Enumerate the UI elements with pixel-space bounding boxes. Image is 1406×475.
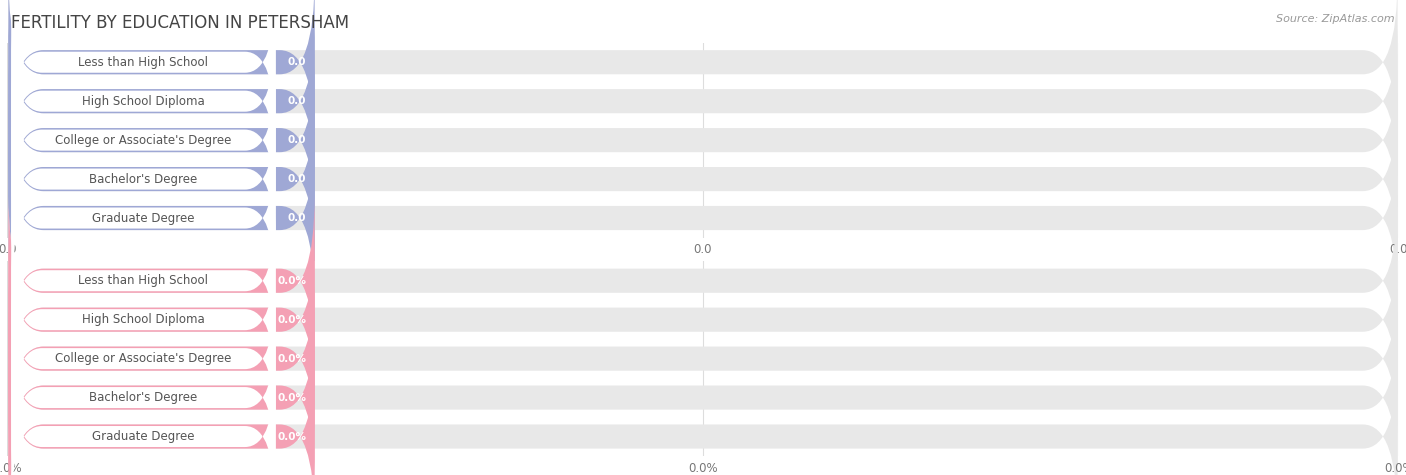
Text: College or Associate's Degree: College or Associate's Degree	[55, 133, 232, 147]
FancyBboxPatch shape	[8, 133, 1398, 304]
Text: 0.0: 0.0	[288, 135, 307, 145]
Text: 0.0%: 0.0%	[277, 314, 307, 325]
FancyBboxPatch shape	[8, 16, 1398, 187]
FancyBboxPatch shape	[11, 284, 276, 434]
FancyBboxPatch shape	[8, 16, 315, 187]
FancyBboxPatch shape	[11, 65, 276, 215]
FancyBboxPatch shape	[8, 351, 315, 475]
FancyBboxPatch shape	[8, 94, 315, 265]
FancyBboxPatch shape	[8, 312, 1398, 475]
Text: College or Associate's Degree: College or Associate's Degree	[55, 352, 232, 365]
FancyBboxPatch shape	[11, 361, 276, 475]
Text: 0.0: 0.0	[288, 57, 307, 67]
Text: FERTILITY BY EDUCATION IN PETERSHAM: FERTILITY BY EDUCATION IN PETERSHAM	[11, 14, 349, 32]
FancyBboxPatch shape	[8, 312, 315, 475]
FancyBboxPatch shape	[11, 206, 276, 356]
FancyBboxPatch shape	[8, 234, 1398, 405]
FancyBboxPatch shape	[8, 94, 1398, 265]
Text: Bachelor's Degree: Bachelor's Degree	[90, 172, 198, 186]
Text: Graduate Degree: Graduate Degree	[93, 211, 194, 225]
FancyBboxPatch shape	[11, 323, 276, 473]
FancyBboxPatch shape	[8, 273, 315, 444]
Text: Less than High School: Less than High School	[79, 274, 208, 287]
FancyBboxPatch shape	[8, 0, 315, 148]
FancyBboxPatch shape	[8, 195, 315, 366]
FancyBboxPatch shape	[11, 143, 276, 293]
FancyBboxPatch shape	[8, 0, 1398, 148]
Text: High School Diploma: High School Diploma	[82, 95, 205, 108]
FancyBboxPatch shape	[11, 245, 276, 395]
Text: 0.0%: 0.0%	[277, 353, 307, 364]
FancyBboxPatch shape	[8, 351, 1398, 475]
Text: High School Diploma: High School Diploma	[82, 313, 205, 326]
FancyBboxPatch shape	[8, 273, 1398, 444]
Text: 0.0%: 0.0%	[277, 276, 307, 286]
Text: 0.0%: 0.0%	[277, 431, 307, 442]
FancyBboxPatch shape	[8, 195, 1398, 366]
Text: 0.0: 0.0	[288, 213, 307, 223]
Text: Bachelor's Degree: Bachelor's Degree	[90, 391, 198, 404]
Text: 0.0%: 0.0%	[277, 392, 307, 403]
FancyBboxPatch shape	[11, 104, 276, 254]
Text: 0.0: 0.0	[288, 174, 307, 184]
Text: 0.0: 0.0	[288, 96, 307, 106]
FancyBboxPatch shape	[8, 234, 315, 405]
FancyBboxPatch shape	[8, 133, 315, 304]
Text: Source: ZipAtlas.com: Source: ZipAtlas.com	[1277, 14, 1395, 24]
Text: Graduate Degree: Graduate Degree	[93, 430, 194, 443]
FancyBboxPatch shape	[11, 26, 276, 176]
FancyBboxPatch shape	[11, 0, 276, 137]
FancyBboxPatch shape	[8, 55, 1398, 226]
FancyBboxPatch shape	[8, 55, 315, 226]
Text: Less than High School: Less than High School	[79, 56, 208, 69]
